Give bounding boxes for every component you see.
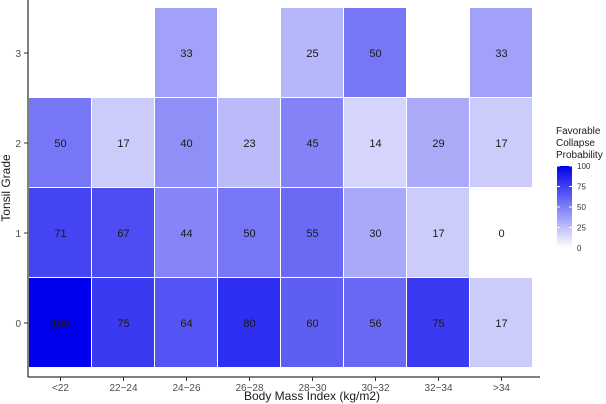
- heatmap-cell: [218, 98, 280, 187]
- heatmap-cell: [155, 188, 217, 277]
- legend-colorbar: [557, 166, 572, 248]
- cell-value-label: 100: [51, 318, 69, 330]
- cell-value-label: 64: [180, 318, 192, 330]
- cell-value-label: 25: [306, 48, 318, 60]
- legend-tick-label: 75: [577, 183, 586, 192]
- heatmap-cell: [407, 98, 469, 187]
- heatmap-cell: [344, 98, 406, 187]
- heatmap-cell: [155, 98, 217, 187]
- y-axis-title: Tonsil Grade: [0, 154, 13, 222]
- legend-title-line-1: Favorable: [556, 126, 601, 137]
- y-tick-label: 3: [15, 49, 21, 60]
- cell-value-label: 75: [432, 318, 444, 330]
- heatmap-cell: [281, 278, 343, 367]
- x-tick-label: >34: [493, 383, 510, 394]
- x-axis-title: Body Mass Index (kg/m2): [244, 389, 380, 403]
- heatmap-cell: [344, 188, 406, 277]
- cell-value-label: 50: [369, 48, 381, 60]
- heatmap-cell: [470, 8, 532, 97]
- heatmap-cells: 33 25 50 33 50 17 40 23 45 14 29 17 71 67 44 50 55 30 17 0 1…: [29, 8, 532, 367]
- heatmap-cell: [407, 188, 469, 277]
- cell-value-label: 33: [495, 48, 507, 60]
- cell-value-label: 23: [243, 138, 255, 150]
- cell-value-label: 80: [243, 318, 255, 330]
- heatmap-cell: [155, 8, 217, 97]
- legend-tick-label: 25: [577, 224, 586, 233]
- heatmap-cell: [407, 278, 469, 367]
- y-tick-label: 1: [15, 229, 21, 240]
- axes: [27, 0, 540, 378]
- legend-tick-label: 100: [577, 162, 591, 171]
- x-tick-label: 22−24: [109, 383, 138, 394]
- heatmap-cell: [92, 98, 154, 187]
- x-tick-label: 32−34: [424, 383, 453, 394]
- cell-value-label: 40: [180, 138, 192, 150]
- cell-value-label: 30: [369, 228, 381, 240]
- heatmap-cell: [155, 278, 217, 367]
- heatmap-cell: [92, 278, 154, 367]
- heatmap-cell: [470, 98, 532, 187]
- heatmap-cell: [218, 278, 280, 367]
- cell-value-label: 71: [54, 228, 66, 240]
- heatmap-cell: [344, 8, 406, 97]
- heatmap-cell: [281, 98, 343, 187]
- heatmap-cell: [29, 188, 91, 277]
- cell-value-label: 67: [117, 228, 129, 240]
- heatmap-cell: [281, 188, 343, 277]
- x-tick-label: 28−30: [298, 383, 327, 394]
- legend-title-line-2: Collapse: [556, 138, 595, 149]
- heatmap-cell: [29, 278, 91, 367]
- x-tick-label: <22: [52, 383, 69, 394]
- x-tick-label: 26−28: [235, 383, 264, 394]
- cell-value-label: 33: [180, 48, 192, 60]
- x-tick-label: 30−32: [361, 383, 390, 394]
- legend-tick-label: 50: [577, 203, 586, 212]
- cell-value-label: 75: [117, 318, 129, 330]
- heatmap-cell: [281, 8, 343, 97]
- legend-tick-label: 0: [577, 244, 582, 253]
- x-axis-ticks: <22 22−24 24−26 26−28 28−30 30−32 32−34 >34: [52, 377, 510, 394]
- y-tick-label: 2: [15, 139, 21, 150]
- cell-value-label: 17: [495, 138, 507, 150]
- y-axis-ticks: 0 1 2 3: [15, 49, 28, 330]
- heatmap-cell: [470, 278, 532, 367]
- cell-value-label: 55: [306, 228, 318, 240]
- heatmap-cell: [470, 188, 532, 277]
- cell-value-label: 17: [495, 318, 507, 330]
- cell-value-label: 14: [369, 138, 381, 150]
- cell-value-label: 29: [432, 138, 444, 150]
- cell-value-label: 17: [117, 138, 129, 150]
- y-tick-label: 0: [15, 319, 21, 330]
- color-legend: Favorable Collapse Probability 100 75 50 25…: [556, 126, 603, 253]
- cell-value-label: 0: [498, 228, 504, 240]
- cell-value-label: 56: [369, 318, 381, 330]
- cell-value-label: 60: [306, 318, 318, 330]
- cell-value-label: 45: [306, 138, 318, 150]
- cell-value-label: 17: [432, 228, 444, 240]
- heatmap-cell: [29, 98, 91, 187]
- cell-value-label: 50: [54, 138, 66, 150]
- x-tick-label: 24−26: [172, 383, 201, 394]
- heatmap-cell: [92, 188, 154, 277]
- heatmap-cell: [344, 278, 406, 367]
- legend-title-line-3: Probability: [556, 150, 603, 161]
- cell-value-label: 44: [180, 228, 192, 240]
- heatmap-cell: [218, 188, 280, 277]
- cell-value-label: 50: [243, 228, 255, 240]
- legend-ticks: 100 75 50 25 0: [557, 162, 591, 253]
